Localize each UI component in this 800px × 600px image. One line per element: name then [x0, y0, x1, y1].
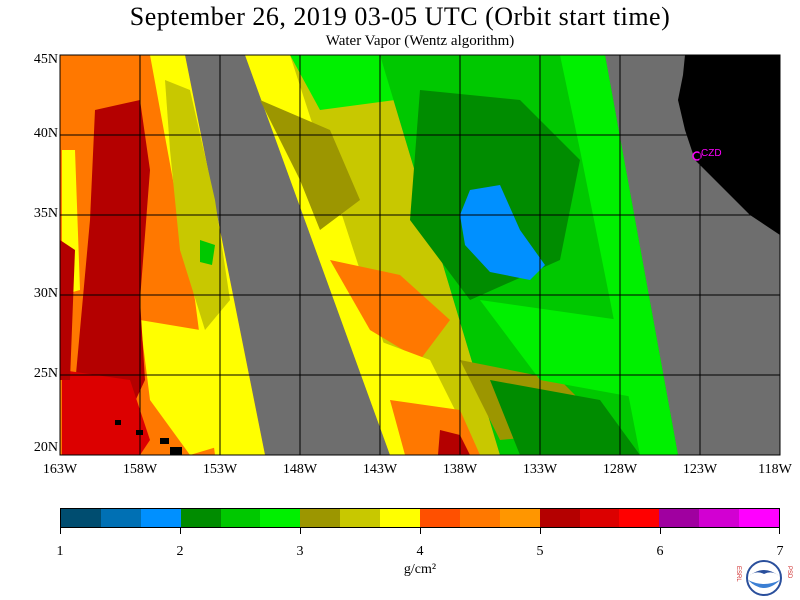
lon-label-148w: 148W	[282, 462, 318, 477]
colorbar-label-5: 5	[536, 544, 544, 559]
noaa-logo-bird	[749, 570, 779, 576]
lat-label-35n: 35N	[33, 206, 58, 221]
lon-label-128w: 128W	[602, 462, 638, 477]
swath-east-bright-edge	[560, 55, 678, 455]
swath-middle-green-top	[290, 55, 395, 110]
swath-west-darkred-blob	[110, 110, 145, 165]
colorbar-segment-18	[739, 509, 780, 527]
graticule	[59, 54, 781, 456]
swath-east-blue-pool	[460, 185, 545, 280]
swath-west	[60, 55, 265, 455]
land-california	[678, 55, 780, 235]
lon-label-163w: 163W	[42, 462, 78, 477]
swath-east	[380, 55, 678, 455]
island-kauai	[115, 420, 121, 425]
colorbar-tick-1	[60, 528, 61, 534]
colorbar-tick-5	[540, 528, 541, 534]
colorbar-segment-12	[499, 509, 540, 527]
colorbar-tick-2	[180, 528, 181, 534]
swath-west-red-core	[62, 370, 150, 455]
colorbar-segment-6	[260, 509, 301, 527]
colorbar	[60, 508, 780, 528]
swath-middle-olive	[260, 100, 360, 230]
colorbar-label-3: 3	[296, 544, 304, 559]
lon-label-158w: 158W	[122, 462, 158, 477]
swath-middle-darkred-spot	[438, 430, 470, 455]
colorbar-tick-4	[420, 528, 421, 534]
colorbar-segment-10	[420, 509, 460, 527]
lon-label-123w: 123W	[682, 462, 718, 477]
swath-west-red-edge	[60, 240, 75, 380]
colorbar-label-7: 7	[776, 544, 784, 559]
noaa-logo-text: NOAA	[755, 576, 773, 582]
colorbar-segment-9	[380, 509, 421, 527]
island-hawaii	[170, 447, 182, 455]
lat-label-40n: 40N	[33, 126, 58, 141]
swath-middle-orange-band	[330, 260, 450, 360]
colorbar-units: g/cm²	[403, 562, 437, 577]
station-czd-label: CZD	[701, 148, 722, 159]
page-subtitle: Water Vapor (Wentz algorithm)	[325, 33, 515, 49]
lat-label-30n: 30N	[33, 286, 58, 301]
noaa-logo-icon: NOAA ESRL PSD	[735, 560, 792, 596]
lon-label-143w: 143W	[362, 462, 398, 477]
lon-label-118w: 118W	[758, 462, 792, 477]
colorbar-segment-4	[180, 509, 221, 527]
swath-west-green-patch	[200, 240, 215, 265]
lat-label-25n: 25N	[33, 366, 58, 381]
lon-label-153w: 153W	[202, 462, 238, 477]
swath-west-yellow-mid	[140, 320, 240, 455]
colorbar-segment-14	[579, 509, 620, 527]
colorbar-segment-5	[220, 509, 261, 527]
colorbar-segment-3	[140, 509, 181, 527]
station-czd-marker	[692, 151, 702, 161]
colorbar-segment-15	[619, 509, 660, 527]
island-maui	[160, 438, 169, 444]
lon-label-138w: 138W	[442, 462, 478, 477]
page-title: September 26, 2019 03-05 UTC (Orbit star…	[129, 2, 671, 31]
colorbar-segment-8	[340, 509, 381, 527]
swath-middle-yellow-band	[350, 330, 460, 430]
swath-east-dark-low	[490, 380, 640, 455]
colorbar-segment-11	[459, 509, 500, 527]
noaa-logo-sea	[748, 580, 780, 588]
lon-label-133w: 133W	[522, 462, 558, 477]
swath-middle	[245, 55, 500, 455]
swath-west-darkred-band	[70, 100, 150, 455]
lat-label-20n: 20N	[33, 440, 58, 455]
colorbar-segment-13	[539, 509, 580, 527]
colorbar-label-6: 6	[656, 544, 664, 559]
colorbar-label-1: 1	[56, 544, 64, 559]
colorbar-segment-16	[659, 509, 700, 527]
swath-west-olive-patch	[165, 80, 230, 330]
map-frame	[59, 54, 781, 456]
noaa-logo-left-letters: ESRL	[735, 566, 741, 582]
colorbar-tick-3	[300, 528, 301, 534]
colorbar-segment-1	[61, 509, 101, 527]
colorbar-segment-2	[100, 509, 141, 527]
colorbar-label-4: 4	[416, 544, 424, 559]
noaa-logo-ring	[746, 560, 782, 596]
lat-label-45n: 45N	[33, 52, 58, 67]
map-content: CZD	[60, 55, 780, 455]
colorbar-tick-7	[779, 528, 780, 534]
colorbar-label-2: 2	[176, 544, 184, 559]
colorbar-segment-17	[699, 509, 740, 527]
colorbar-segment-7	[300, 509, 341, 527]
colorbar-tick-6	[660, 528, 661, 534]
noaa-logo-right-letters: PSD	[786, 566, 792, 579]
